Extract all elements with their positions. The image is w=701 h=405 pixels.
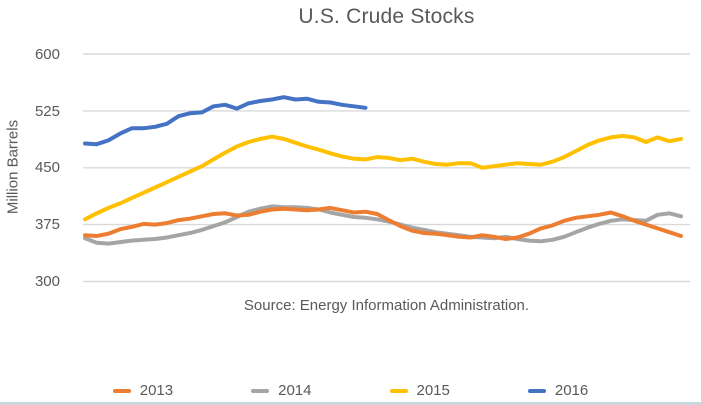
y-tick-600: 600 xyxy=(34,46,60,63)
source-note: Source: Energy Information Administratio… xyxy=(243,297,530,314)
legend-swatch-2016-icon xyxy=(527,388,546,393)
legend-swatch-2015-icon xyxy=(389,388,408,393)
chart-title: U.S. Crude Stocks xyxy=(298,5,475,28)
legend-label-2014: 2014 xyxy=(278,382,312,399)
legend-swatch-2013-icon xyxy=(112,388,131,393)
series-line-2016 xyxy=(83,95,368,147)
legend: 2013 2014 2015 2016 xyxy=(0,382,701,399)
bottom-divider xyxy=(0,402,701,405)
legend-label-2016: 2016 xyxy=(554,382,589,399)
legend-item-2014: 2014 xyxy=(251,382,312,399)
legend-swatch-2014-icon xyxy=(251,388,270,393)
legend-item-2015: 2015 xyxy=(389,382,450,399)
y-tick-450: 450 xyxy=(34,159,60,176)
series-line-2014 xyxy=(83,204,683,246)
y-tick-300: 300 xyxy=(34,273,60,290)
legend-label-2015: 2015 xyxy=(416,382,450,399)
series-line-2015 xyxy=(83,133,683,222)
y-tick-525: 525 xyxy=(34,103,60,120)
y-tick-375: 375 xyxy=(34,216,60,233)
series-line-2013 xyxy=(83,205,683,241)
legend-item-2016: 2016 xyxy=(527,382,589,399)
legend-item-2013: 2013 xyxy=(112,382,174,399)
legend-label-2013: 2013 xyxy=(139,382,174,399)
